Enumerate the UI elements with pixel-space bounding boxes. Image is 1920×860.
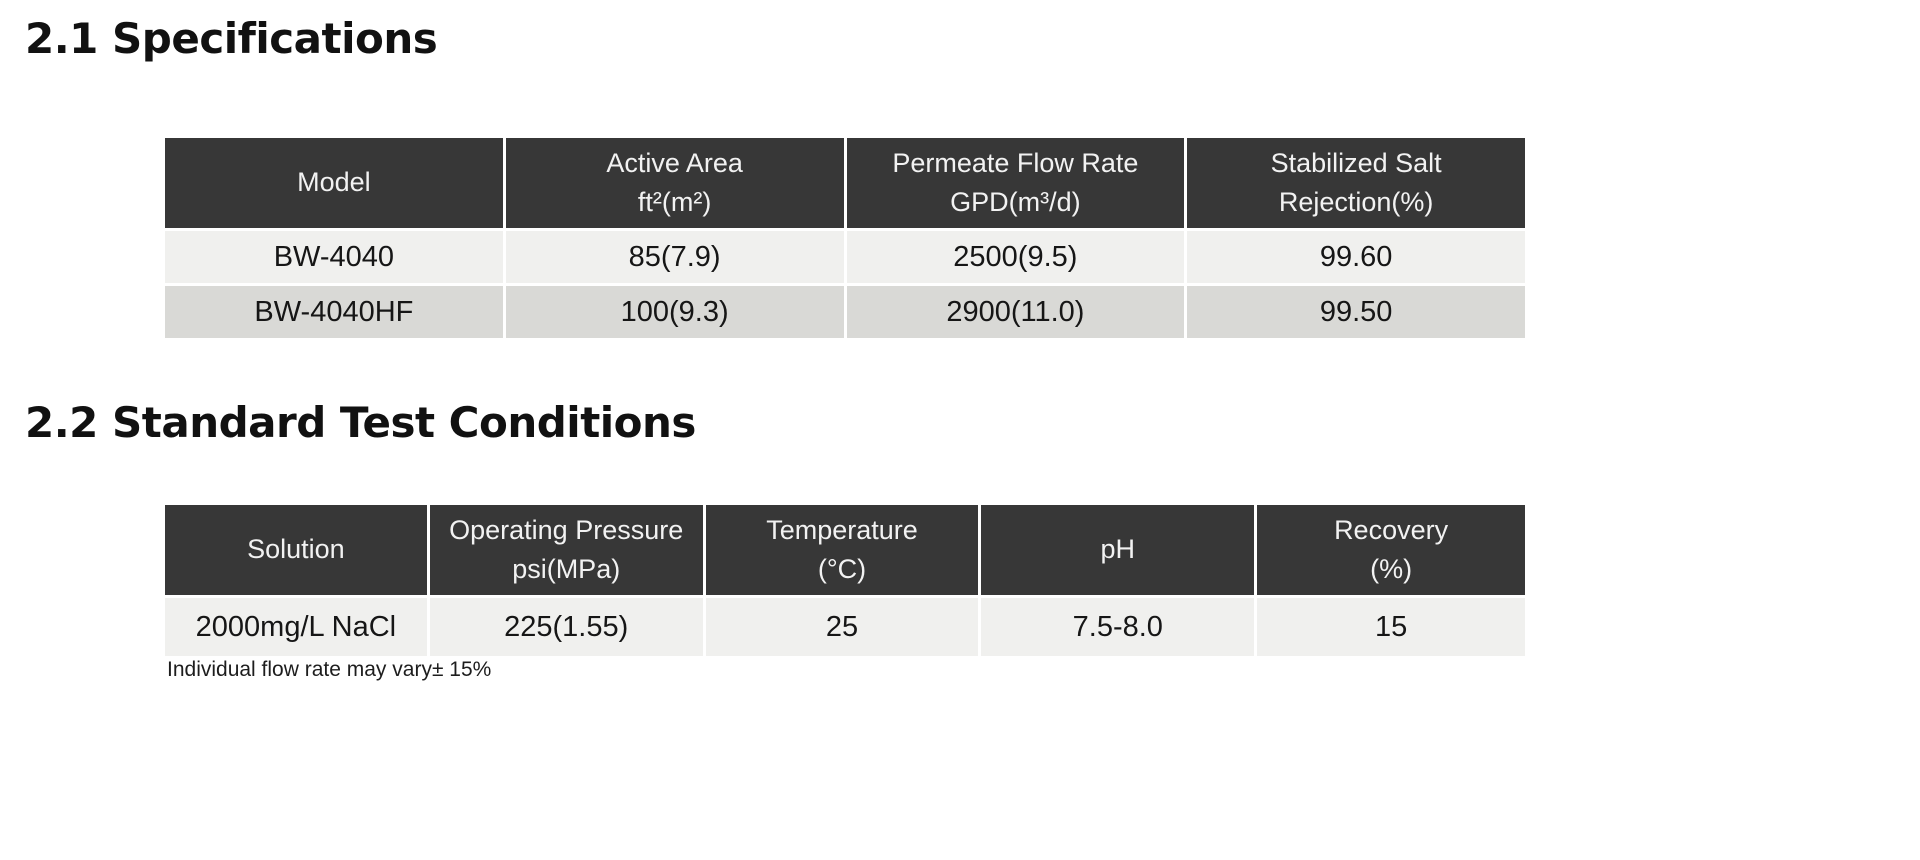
header-line: Permeate Flow Rate <box>892 147 1139 178</box>
spec-cell-rejection-bw4040hf: 99.50 <box>1187 286 1525 338</box>
flow-rate-variance-footnote: Individual flow rate may vary± 15% <box>167 658 492 681</box>
header-line: Temperature <box>766 514 918 545</box>
conditions-cell-ph: 7.5-8.0 <box>981 598 1255 656</box>
conditions-header-recovery: Recovery (%) <box>1257 505 1525 595</box>
header-line: Solution <box>247 534 345 565</box>
test-conditions-table: Solution Operating Pressure psi(MPa) Tem… <box>165 505 1525 656</box>
conditions-cell-temperature: 25 <box>705 598 979 656</box>
conditions-cell-solution: 2000mg/L NaCl <box>165 598 427 656</box>
specifications-table: Model Active Area ft²(m²) Permeate Flow … <box>165 138 1525 338</box>
conditions-cell-recovery: 15 <box>1257 598 1525 656</box>
header-line: Model <box>297 167 371 198</box>
spec-header-model: Model <box>165 138 503 228</box>
header-line: Active Area <box>606 147 743 178</box>
header-line: Rejection(%) <box>1278 187 1434 217</box>
section-title-test-conditions: 2.2 Standard Test Conditions <box>25 398 696 447</box>
header-line: Stabilized Salt <box>1270 147 1442 178</box>
spec-cell-active-area-bw4040hf: 100(9.3) <box>505 286 844 338</box>
header-line: (%) <box>1370 554 1413 584</box>
spec-header-active-area: Active Area ft²(m²) <box>505 138 844 228</box>
header-line: pH <box>1100 534 1136 565</box>
header-line: (°C) <box>817 554 867 584</box>
header-line: Operating Pressure <box>449 514 684 545</box>
header-line: Recovery <box>1334 514 1449 545</box>
conditions-cell-pressure: 225(1.55) <box>429 598 703 656</box>
conditions-header-operating-pressure: Operating Pressure psi(MPa) <box>429 505 703 595</box>
conditions-header-temperature: Temperature (°C) <box>705 505 979 595</box>
spec-cell-active-area-bw4040: 85(7.9) <box>505 231 844 283</box>
spec-cell-rejection-bw4040: 99.60 <box>1187 231 1525 283</box>
spec-cell-flow-rate-bw4040hf: 2900(11.0) <box>846 286 1185 338</box>
header-line: psi(MPa) <box>512 554 621 584</box>
header-line: GPD(m³/d) <box>950 187 1081 217</box>
spec-header-permeate-flow-rate: Permeate Flow Rate GPD(m³/d) <box>846 138 1185 228</box>
spec-header-stabilized-salt-rejection: Stabilized Salt Rejection(%) <box>1187 138 1525 228</box>
conditions-header-ph: pH <box>981 505 1255 595</box>
spec-cell-model-bw4040: BW-4040 <box>165 231 503 283</box>
section-title-specifications: 2.1 Specifications <box>25 14 438 63</box>
spec-cell-model-bw4040hf: BW-4040HF <box>165 286 503 338</box>
header-line: ft²(m²) <box>637 187 712 217</box>
conditions-header-solution: Solution <box>165 505 427 595</box>
spec-cell-flow-rate-bw4040: 2500(9.5) <box>846 231 1185 283</box>
